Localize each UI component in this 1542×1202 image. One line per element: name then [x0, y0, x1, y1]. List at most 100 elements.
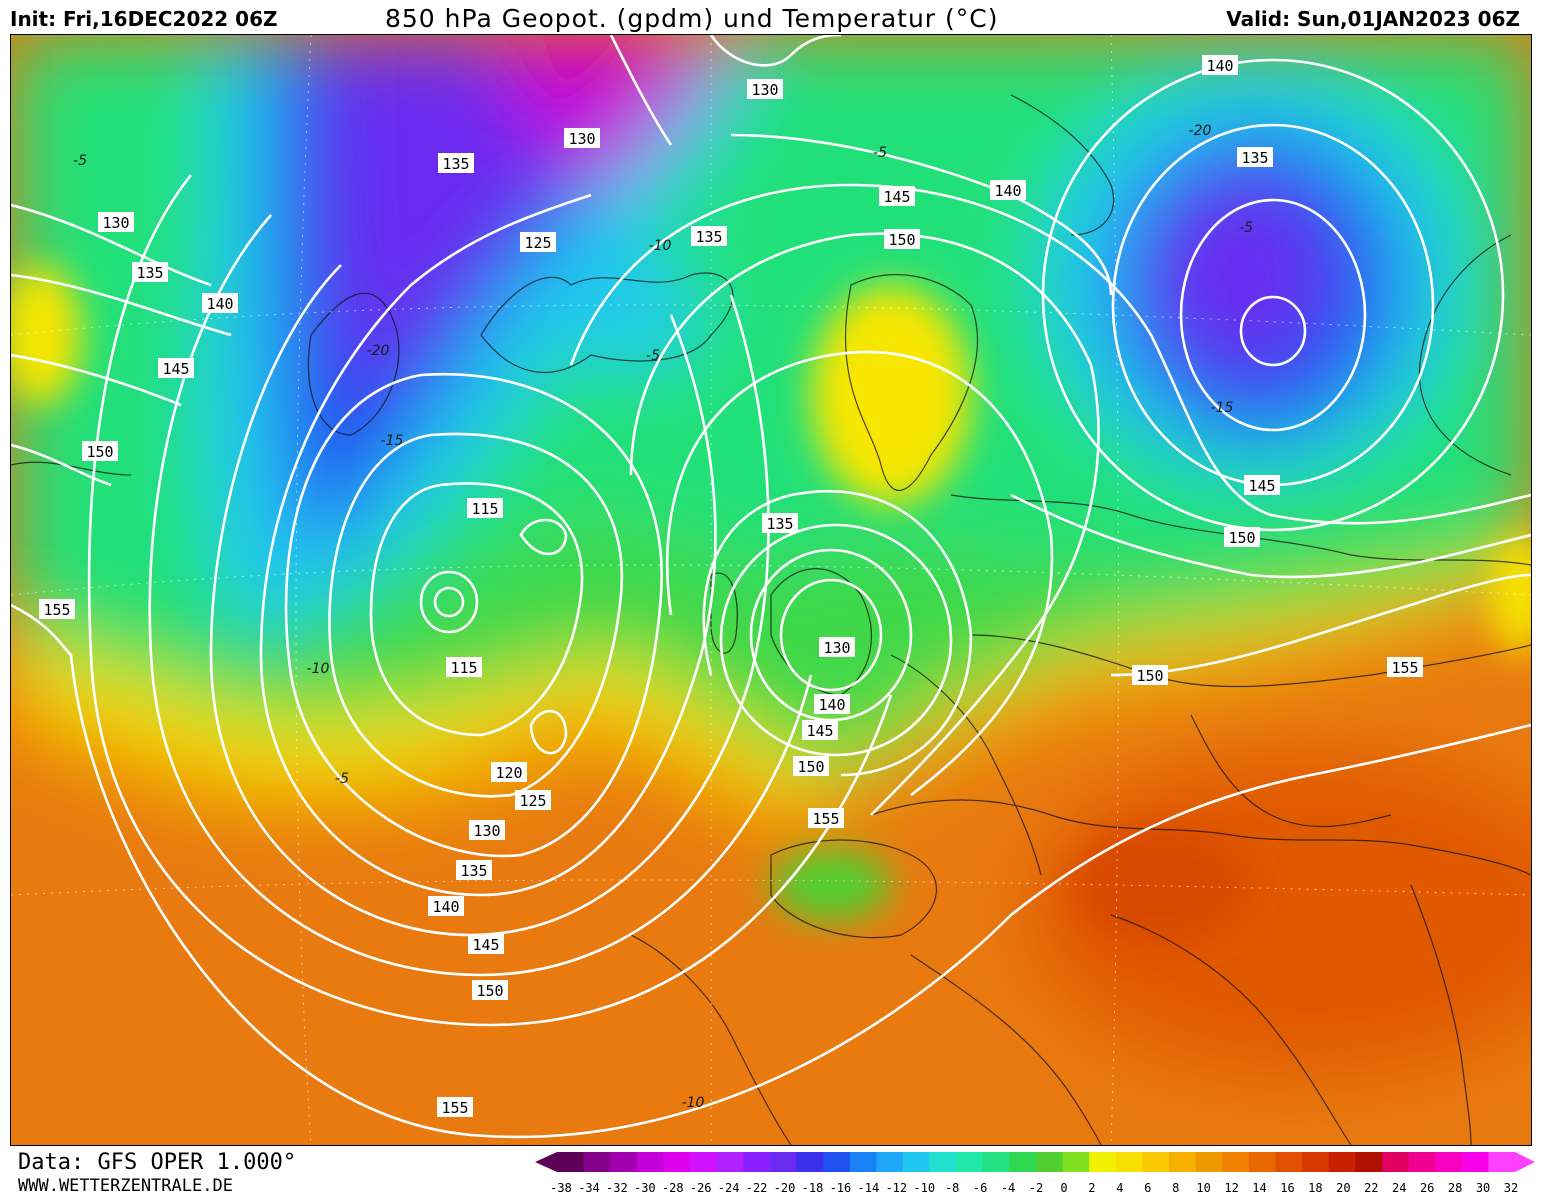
legend-tick-label: 24 — [1392, 1181, 1406, 1195]
svg-text:125: 125 — [519, 792, 546, 810]
svg-text:130: 130 — [473, 822, 500, 840]
svg-text:145: 145 — [162, 360, 189, 378]
legend-tick-label: 28 — [1448, 1181, 1462, 1195]
svg-text:140: 140 — [994, 182, 1021, 200]
legend-swatch — [1435, 1152, 1463, 1172]
data-source: Data: GFS OPER 1.000° — [18, 1150, 297, 1175]
legend-tick-label: -6 — [973, 1181, 987, 1195]
legend-swatch — [1488, 1152, 1516, 1172]
geopotential-label: 145 — [1244, 475, 1280, 495]
legend-tick-label: 14 — [1252, 1181, 1266, 1195]
svg-text:150: 150 — [86, 443, 113, 461]
svg-text:135: 135 — [442, 155, 469, 173]
legend-tick-label: 12 — [1224, 1181, 1238, 1195]
temperature-field — [11, 35, 1531, 1145]
legend-swatch — [690, 1152, 718, 1172]
legend-tick-label: 32 — [1504, 1181, 1518, 1195]
geopotential-label: 145 — [158, 358, 194, 378]
temperature-legend: -38 -34 -32 -30 -28 -26 -24 -22 -20 -18 -16 -14 -12-… — [535, 1150, 1537, 1198]
legend-tick-label: 26 — [1420, 1181, 1434, 1195]
svg-text:150: 150 — [476, 982, 503, 1000]
svg-text:135: 135 — [695, 228, 722, 246]
legend-tick-label: -34 — [578, 1181, 600, 1195]
legend-tick-label: -4 — [1001, 1181, 1015, 1195]
geopotential-label: 145 — [879, 186, 915, 206]
legend-tick-label: 10 — [1196, 1181, 1210, 1195]
svg-text:130: 130 — [102, 214, 129, 232]
svg-text:150: 150 — [1136, 667, 1163, 685]
legend-colorbar: -38 -34 -32 -30 -28 -26 -24 -22 -20 -18 -16 -14 -12-… — [535, 1152, 1535, 1195]
legend-swatch — [1195, 1152, 1223, 1172]
legend-tick-label: 6 — [1144, 1181, 1151, 1195]
grid-lines — [11, 35, 1531, 1145]
legend-tick-label: -28 — [662, 1181, 684, 1195]
temperature-label: -10 — [307, 661, 330, 677]
geopotential-label: 150 — [1224, 527, 1260, 547]
temperature-label: -5 — [646, 348, 660, 364]
svg-text:145: 145 — [883, 188, 910, 206]
geopotential-label: 120 — [491, 762, 527, 782]
legend-tick-label: -38 — [550, 1181, 572, 1195]
geopotential-label: 150 — [82, 441, 118, 461]
legend-tick-label: -20 — [774, 1181, 796, 1195]
geopotential-label: 130 — [819, 637, 855, 657]
svg-text:130: 130 — [568, 130, 595, 148]
legend-tick-label: 8 — [1172, 1181, 1179, 1195]
geopotential-label: 150 — [793, 756, 829, 776]
legend-tick-label: -32 — [606, 1181, 628, 1195]
svg-text:150: 150 — [797, 758, 824, 776]
website-link[interactable]: WWW.WETTERZENTRALE.DE — [18, 1176, 233, 1196]
svg-text:115: 115 — [471, 500, 498, 518]
legend-swatch — [982, 1152, 1010, 1172]
legend-tick-label: 4 — [1116, 1181, 1123, 1195]
legend-tick-label: -24 — [718, 1181, 740, 1195]
geopotential-label: 150 — [1132, 665, 1168, 685]
legend-swatch — [1302, 1152, 1330, 1172]
legend-swatch — [1328, 1152, 1356, 1172]
svg-text:145: 145 — [806, 722, 833, 740]
geopotential-label: 125 — [520, 232, 556, 252]
geopotential-label: 130 — [747, 79, 783, 99]
svg-text:135: 135 — [460, 862, 487, 880]
temperature-label: -5 — [335, 771, 349, 787]
svg-text:150: 150 — [888, 231, 915, 249]
temperature-label: -5 — [873, 145, 887, 161]
legend-swatch — [743, 1152, 771, 1172]
chart-header: Init: Fri,16DEC2022 06Z 850 hPa Geopot. … — [0, 0, 1542, 34]
legend-swatch — [1222, 1152, 1250, 1172]
geopotential-label: 150 — [472, 980, 508, 1000]
temperature-label: -15 — [1211, 400, 1234, 416]
legend-tick-label: 30 — [1476, 1181, 1490, 1195]
legend-swatch — [929, 1152, 957, 1172]
legend-swatch — [876, 1152, 904, 1172]
legend-arrow-left — [535, 1152, 557, 1172]
geopotential-label: 115 — [467, 498, 503, 518]
svg-text:125: 125 — [524, 234, 551, 252]
temperature-label: -20 — [1189, 123, 1212, 139]
legend-swatch — [1355, 1152, 1383, 1172]
geopotential-label: 140 — [202, 293, 238, 313]
legend-swatch — [663, 1152, 691, 1172]
legend-tick-label: -10 — [913, 1181, 935, 1195]
svg-text:150: 150 — [1228, 529, 1255, 547]
weather-map: 130 130 135 130 125 135 135 140 145 150 115 155 115 1… — [10, 34, 1532, 1146]
legend-swatch — [1275, 1152, 1303, 1172]
legend-tick-label: 16 — [1280, 1181, 1294, 1195]
temperature-label: -5 — [1239, 220, 1253, 236]
geopotential-label: 130 — [564, 128, 600, 148]
legend-tick-label: -26 — [690, 1181, 712, 1195]
geopotential-label: 140 — [814, 694, 850, 714]
geopotential-label: 130 — [469, 820, 505, 840]
svg-text:140: 140 — [206, 295, 233, 313]
legend-tick-label: -30 — [634, 1181, 656, 1195]
legend-arrow-right — [1515, 1152, 1535, 1172]
geopotential-label: 135 — [456, 860, 492, 880]
geopotential-label: 155 — [1387, 657, 1423, 677]
legend-swatch — [796, 1152, 824, 1172]
geopotential-label: 140 — [428, 896, 464, 916]
svg-text:140: 140 — [432, 898, 459, 916]
legend-swatch — [636, 1152, 664, 1172]
geopotential-label: 135 — [691, 226, 727, 246]
geopotential-label: 145 — [802, 720, 838, 740]
